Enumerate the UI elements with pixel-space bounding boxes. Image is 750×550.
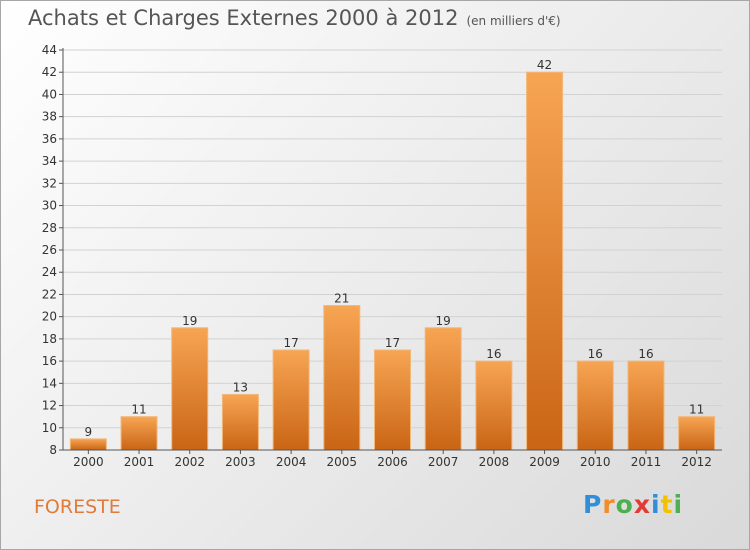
- logo-letter: x: [633, 490, 651, 519]
- bar-2009: [526, 71, 564, 451]
- value-label-2009: 42: [537, 58, 552, 72]
- y-tick-label: 12: [42, 399, 57, 413]
- bar-2007: [424, 327, 462, 451]
- value-label-2004: 17: [283, 336, 298, 350]
- y-tick-label: 16: [42, 354, 57, 368]
- x-tick-label-2000: 2000: [73, 455, 104, 469]
- x-tick-label-2004: 2004: [276, 455, 307, 469]
- value-label-2008: 16: [486, 347, 501, 361]
- value-label-2011: 16: [638, 347, 653, 361]
- bar-2011: [627, 360, 665, 451]
- logo-letter: t: [660, 490, 674, 519]
- y-tick-label: 18: [42, 332, 57, 346]
- y-tick-label: 24: [42, 265, 57, 279]
- axes: 8 10 12 14 16 18 20 22 24 26 28 30 32 34 36 38 40 42 44 200…: [42, 43, 722, 469]
- bar-2006: [374, 349, 411, 451]
- bar-2008: [475, 360, 513, 451]
- y-tick-label: 38: [42, 110, 57, 124]
- x-tick-label-2002: 2002: [174, 455, 205, 469]
- x-tick-label-2006: 2006: [377, 455, 408, 469]
- commune-name: FORESTE: [34, 496, 121, 518]
- y-tick-label: 30: [42, 199, 57, 213]
- y-tick-label: 36: [42, 132, 57, 146]
- y-tick-label: 34: [42, 154, 57, 168]
- bar-2005: [323, 305, 361, 451]
- y-tick-label: 32: [42, 176, 57, 190]
- y-tick-label: 8: [49, 443, 57, 457]
- y-tick-label: 10: [42, 421, 57, 435]
- bars-group: [69, 71, 716, 451]
- x-tick-label-2005: 2005: [327, 455, 358, 469]
- chart-title-text: Achats et Charges Externes 2000 à 2012: [28, 6, 459, 30]
- chart-title: Achats et Charges Externes 2000 à 2012 (e…: [28, 6, 561, 30]
- x-tick-label-2007: 2007: [428, 455, 459, 469]
- y-tick-label: 44: [42, 43, 57, 57]
- value-label-2000: 9: [85, 425, 93, 439]
- value-label-2007: 19: [436, 314, 451, 328]
- proxiti-logo: Proxiti: [583, 490, 683, 519]
- bar-2003: [221, 393, 259, 451]
- x-tick-label-2003: 2003: [225, 455, 256, 469]
- bar-2000: [69, 438, 107, 451]
- logo-letter: i: [651, 490, 661, 519]
- y-tick-label: 14: [42, 376, 57, 390]
- y-tick-label: 20: [42, 310, 57, 324]
- value-label-2003: 13: [233, 380, 248, 394]
- x-tick-label-2008: 2008: [479, 455, 510, 469]
- logo-letter: i: [673, 490, 684, 519]
- value-label-2001: 11: [131, 403, 146, 417]
- bar-2012: [678, 416, 716, 451]
- y-tick-label: 26: [42, 243, 57, 257]
- value-label-2006: 17: [385, 336, 400, 350]
- chart-subtitle: (en milliers d'€): [466, 14, 561, 28]
- x-tick-label-2012: 2012: [681, 455, 712, 469]
- x-tick-label-2010: 2010: [580, 455, 611, 469]
- value-label-2005: 21: [334, 292, 349, 306]
- bar-2010: [576, 360, 614, 451]
- y-tick-label: 42: [42, 65, 57, 79]
- y-tick-label: 40: [42, 87, 57, 101]
- logo-letter: o: [615, 490, 634, 519]
- x-tick-label-2011: 2011: [631, 455, 662, 469]
- value-label-2002: 19: [182, 314, 197, 328]
- bar-2002: [171, 327, 209, 451]
- bar-2004: [272, 349, 310, 451]
- logo-letter: r: [602, 490, 616, 519]
- y-tick-label: 22: [42, 287, 57, 301]
- logo-letter: P: [583, 490, 603, 519]
- bar-2001: [120, 416, 158, 451]
- x-tick-label-2009: 2009: [529, 455, 560, 469]
- x-tick-label-2001: 2001: [124, 455, 155, 469]
- y-tick-label: 28: [42, 221, 57, 235]
- value-label-2010: 16: [588, 347, 603, 361]
- labels-group: 9 11 19 13 17 21 17 19 16 42 16 16 11: [85, 58, 705, 439]
- value-label-2012: 11: [689, 403, 704, 417]
